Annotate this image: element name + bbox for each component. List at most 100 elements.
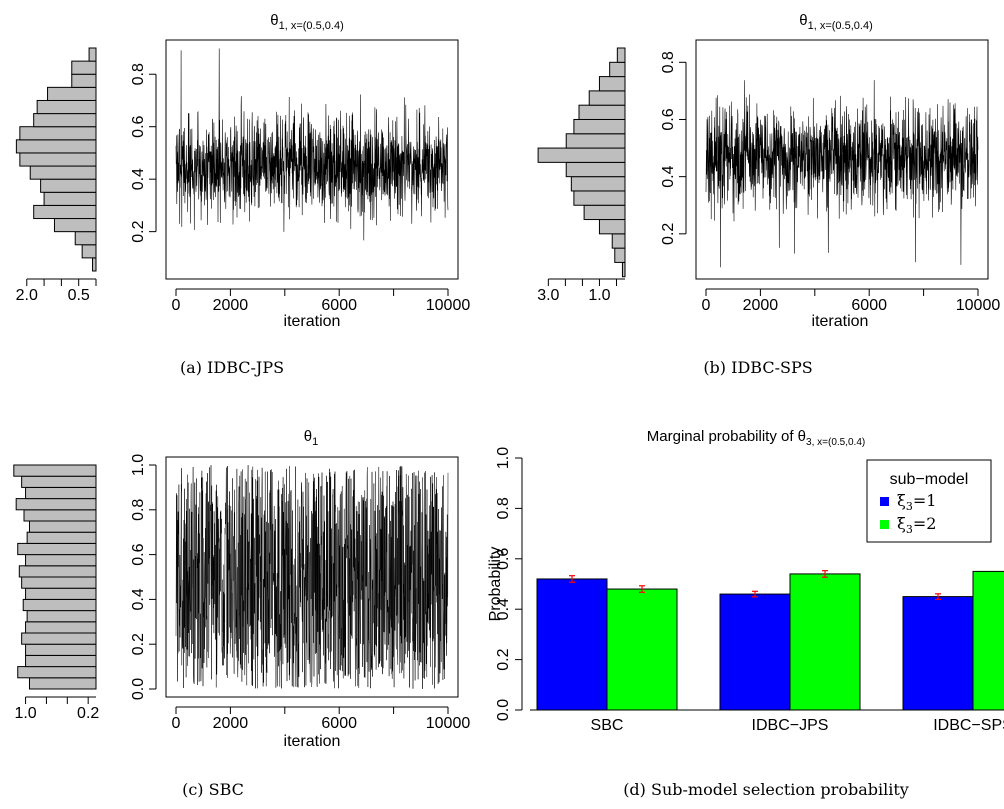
panel-a-title: θ1, x=(0.5,0.4) [270,12,343,32]
panel-b-caption: (b) IDBC-SPS [703,358,812,377]
histogram-bar [598,76,626,92]
histogram-bar [28,520,97,533]
y-tick-label: 0.2 [130,220,147,242]
y-tick-label: 0.8 [130,499,147,521]
histogram-bar [17,542,97,556]
y-tick-label: 1.0 [495,447,512,469]
histogram-bar [13,464,97,477]
histogram-bar [616,47,626,63]
y-tick-label: 0.4 [130,588,147,610]
y-tick-label: 0.0 [130,678,147,700]
y-tick-label: 0.4 [130,168,147,190]
panel-a-histogram: 2.0 0.5 [15,47,97,304]
histogram-bar [609,61,626,78]
bar [719,593,791,711]
histogram-bar [17,666,97,679]
bar [972,570,1004,711]
panel-c-title: θ1 [304,428,318,448]
y-tick-label: 0.2 [660,223,677,245]
histogram-bar [43,191,97,206]
histogram-bar [28,677,97,690]
panel-b-histogram: 3.0 1.0 [537,47,626,304]
legend-swatch-xi3-1 [880,497,889,506]
histogram-bar [21,475,97,488]
histogram-bar [81,244,97,259]
histogram-bar [583,204,626,221]
y-tick-label: 0.6 [660,108,677,130]
histogram-tick-label: 1.0 [588,287,610,304]
histogram-bar [53,218,97,233]
histogram-bar [614,247,626,263]
x-tick-label: 6000 [851,297,887,314]
y-tick-label: 0.4 [660,165,677,187]
panel-d-bars [536,570,1004,711]
histogram-bar [19,152,97,167]
histogram-tick-label: 0.2 [77,705,99,722]
x-tick-label: 10000 [956,297,1001,314]
y-tick-label: 0.4 [495,598,512,620]
histogram-bar [25,587,97,600]
histogram-tick-label: 2.0 [16,287,38,304]
histogram-bar [25,654,97,668]
panel-a-caption: (a) IDBC-JPS [180,358,284,377]
legend-swatch-xi3-2 [880,520,889,529]
x-tick-label: 0 [172,297,181,314]
panel-c: θ1 1.0 0.2 0 2000 6000 10000 0.0 0.2 0.4 0.6 0.8 1… [13,428,470,799]
panel-c-caption: (c) SBC [182,780,244,799]
panel-d-ylabel: Probability [487,547,504,622]
panel-c-axes: 0 2000 6000 10000 0.0 0.2 0.4 0.6 0.8 1.0 [130,454,470,732]
panel-d-caption: (d) Sub-model selection probability [623,780,909,799]
y-tick-label: 0.2 [495,648,512,670]
category-label: IDBC−JPS [752,717,829,734]
histogram-bar [40,178,97,193]
bar [789,573,861,711]
panel-b-xlabel: iteration [812,313,869,330]
x-tick-label: 0 [702,297,711,314]
panel-b-plot-frame [695,39,989,280]
histogram-bar [74,231,97,246]
histogram-bar [598,219,626,235]
x-tick-label: 0 [172,715,181,732]
histogram-tick-label: 0.5 [68,287,90,304]
histogram-bar [88,47,97,62]
panel-a-plot-frame [165,39,459,280]
x-tick-label: 6000 [321,715,357,732]
histogram-bar [18,565,97,578]
histogram-bar [71,60,97,75]
panel-c-histogram: 1.0 0.2 [13,464,99,722]
panel-d-axes: SBC IDBC−JPS IDBC−SPS 0.0 0.2 0.4 0.6 0.8 1.0 [495,447,1004,734]
x-tick-label: 10000 [426,297,471,314]
histogram-bar [565,133,626,149]
histogram-bar [25,621,97,634]
histogram-bar [25,486,97,500]
histogram-bar [92,257,97,272]
panel-c-plot-frame [165,456,459,698]
histogram-bar [537,147,626,163]
histogram-bar [47,86,97,101]
histogram-bar [19,126,97,141]
histogram-bar [15,139,97,154]
y-tick-label: 0.6 [495,548,512,570]
panel-d-title: Marginal probability of θ3, x=(0.5,0.4) [647,428,865,448]
y-tick-label: 0.8 [130,63,147,85]
histogram-bar [36,99,97,115]
histogram-bar [573,190,626,206]
histogram-bar [573,118,626,135]
panel-c-xlabel: iteration [284,733,341,750]
panel-a-trace-line [175,48,449,241]
panel-b-title: θ1, x=(0.5,0.4) [799,12,872,32]
y-tick-label: 0.8 [660,51,677,73]
histogram-bar [33,204,97,220]
x-tick-label: 2000 [743,297,779,314]
histogram-bar [570,176,626,192]
panel-d-legend: sub−model ξ3=1 ξ3=2 [866,459,992,543]
category-label: IDBC−SPS [933,717,1004,734]
histogram-bar [26,610,97,623]
histogram-bar [15,498,97,511]
y-tick-label: 0.6 [130,543,147,565]
histogram-bar [25,554,97,567]
histogram-bar [21,576,97,589]
y-tick-label: 0.2 [130,633,147,655]
legend-label-xi3-2: ξ3=2 [897,514,936,536]
